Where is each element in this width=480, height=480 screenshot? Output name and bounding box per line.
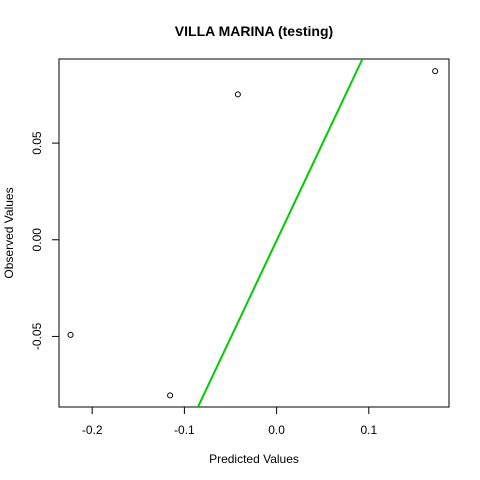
y-axis-label: Observed Values <box>2 187 16 278</box>
reference-line-group <box>197 58 364 408</box>
y-axis: -0.05 0.00 0.05 <box>30 131 60 350</box>
data-points <box>67 68 439 399</box>
plot-frame <box>58 58 450 408</box>
y-tick-label: 0.05 <box>30 131 44 155</box>
y-tick-label: -0.05 <box>30 322 44 350</box>
data-point <box>67 331 74 338</box>
x-tick-label: 0.0 <box>268 423 285 437</box>
x-tick-label: -0.1 <box>174 423 195 437</box>
x-tick-label: 0.1 <box>360 423 377 437</box>
data-point <box>432 68 439 75</box>
x-axis-label: Predicted Values <box>209 452 299 466</box>
x-axis: -0.2 -0.1 0.0 0.1 <box>82 406 377 437</box>
chart-title: VILLA MARINA (testing) <box>175 23 333 39</box>
reference-line <box>197 58 364 408</box>
data-point <box>234 91 241 98</box>
y-tick-label: 0.00 <box>30 228 44 252</box>
data-point <box>167 392 174 399</box>
x-tick-label: -0.2 <box>82 423 103 437</box>
